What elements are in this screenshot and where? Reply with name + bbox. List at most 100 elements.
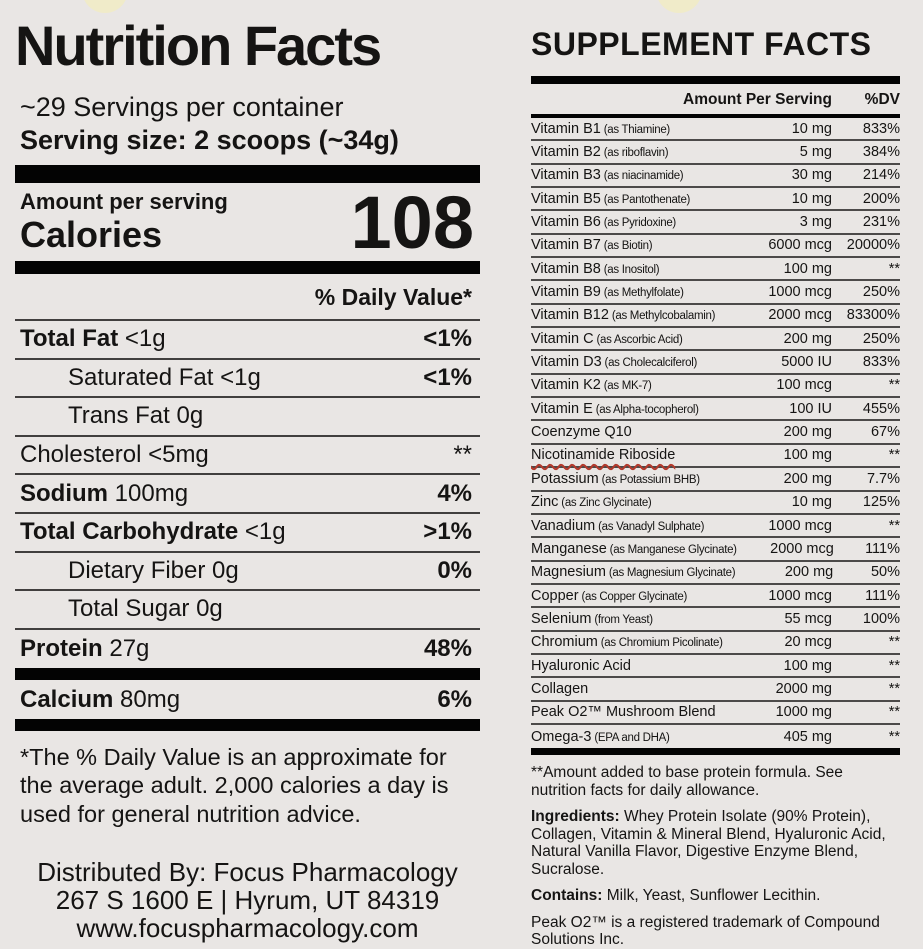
supplement-daily-value: 250% (862, 330, 900, 347)
supplement-ingredient-name: Selenium (from Yeast) (531, 610, 653, 627)
supplement-amount: 100 mg (783, 260, 832, 277)
nutrient-name: Total Fat <1g (20, 325, 166, 353)
supplement-amount: 100 IU (789, 400, 832, 417)
supplement-ingredient-name: Vitamin D3 (as Cholecalciferol) (531, 354, 697, 371)
supplement-ingredient-name: Vitamin B1 (as Thiamine) (531, 120, 670, 137)
supplement-daily-value: ** (888, 657, 900, 674)
supplement-amount: 2000 mcg (768, 307, 832, 324)
supplement-daily-value: ** (888, 728, 900, 745)
supplement-ingredient-name: Vitamin B9 (as Methylfolate) (531, 284, 684, 301)
nutrition-row: Trans Fat 0g (15, 398, 480, 437)
supplement-facts-panel: SUPPLEMENT FACTS Amount Per Serving %DV … (531, 0, 900, 949)
supplement-amount: 5 mg (799, 144, 832, 161)
supplement-row: Collagen 2000 mg ** (531, 678, 900, 702)
supplement-amount: 200 mg (784, 564, 834, 581)
supplement-daily-value: ** (888, 377, 900, 394)
supplement-row: Vitamin B7 (as Biotin) 6000 mcg 20000% (531, 235, 900, 259)
ingredients-label: Ingredients: (531, 808, 620, 826)
supplement-row: Omega-3 (EPA and DHA) 405 mg ** (531, 725, 900, 748)
supplement-column-headers: Amount Per Serving %DV (531, 84, 900, 118)
supplement-row: Nicotinamide Riboside 100 mg ** (531, 445, 900, 469)
supplement-row: Vitamin K2 (as MK-7) 100 mcg ** (531, 375, 900, 399)
supplement-amount: 10 mg (791, 190, 832, 207)
supplement-daily-value: 50% (870, 564, 900, 581)
decorative-blob (82, 0, 128, 13)
divider-bar (531, 76, 900, 84)
nutrient-name: Sodium 100mg (20, 479, 189, 507)
nutrition-row: Protein 27g 48% (15, 630, 480, 669)
supplement-ingredient-name: Nicotinamide Riboside (531, 447, 676, 464)
supplement-ingredient-name: Vitamin B2 (as riboflavin) (531, 144, 669, 161)
distributor-website: www.focuspharmacology.com (76, 913, 419, 944)
nutrient-daily-value: >1% (423, 518, 472, 546)
supplement-row: Vitamin C (as Ascorbic Acid) 200 mg 250% (531, 328, 900, 352)
nutrient-name: Calcium 80mg (20, 685, 181, 713)
supplement-row: Vitamin E (as Alpha-tocopherol) 100 IU 4… (531, 398, 900, 422)
divider-bar (15, 261, 480, 274)
supplement-daily-value: 83300% (846, 307, 900, 324)
supplement-row: Potassium (as Potassium BHB) 200 mg 7.7% (531, 468, 900, 492)
ingredients-paragraph: Ingredients: Whey Protein Isolate (90% P… (531, 808, 900, 878)
supplement-daily-value: ** (888, 447, 900, 464)
nutrient-daily-value: ** (453, 441, 472, 469)
supplement-row: Vitamin B9 (as Methylfolate) 1000 mcg 25… (531, 281, 900, 305)
nutrient-daily-value: 48% (423, 635, 472, 663)
calories-label: Calories (20, 214, 163, 255)
supplement-ingredient-name: Collagen (531, 680, 589, 697)
supplement-daily-value: ** (888, 260, 900, 277)
nutrient-daily-value: 4% (437, 479, 472, 507)
supplement-amount: 1000 mg (775, 704, 832, 721)
nutrition-rows: Total Fat <1g <1% Saturated Fat <1g <1% … (15, 321, 480, 731)
supplement-amount: 2000 mg (775, 680, 832, 697)
supplement-ingredient-name: Chromium (as Chromium Picolinate) (531, 634, 723, 651)
supplement-amount: 1000 mcg (768, 284, 832, 301)
supplement-ingredient-name: Copper (as Copper Glycinate) (531, 587, 688, 604)
divider-bar (15, 668, 480, 681)
supplement-row: Vitamin B6 (as Pyridoxine) 3 mg 231% (531, 211, 900, 235)
supplement-row: Vitamin D3 (as Cholecalciferol) 5000 IU … (531, 351, 900, 375)
supplement-ingredient-name: Manganese (as Manganese Glycinate) (531, 540, 737, 557)
supplement-ingredient-name: Vitamin B8 (as Inositol) (531, 260, 660, 277)
nutrition-row: Sodium 100mg 4% (15, 475, 480, 514)
supplement-amount: 6000 mcg (768, 237, 832, 254)
supplement-amount: 200 mg (783, 330, 832, 347)
supplement-amount: 1000 mcg (768, 587, 832, 604)
nutrient-name: Protein 27g (20, 635, 150, 663)
supplement-ingredient-name: Vitamin E (as Alpha-tocopherol) (531, 400, 699, 417)
nutrient-daily-value: <1% (423, 363, 472, 391)
nutrition-facts-title: Nutrition Facts (15, 14, 382, 77)
supplement-amount: 200 mg (783, 424, 832, 441)
supplement-amount: 10 mg (791, 120, 832, 137)
supplement-row: Coenzyme Q10 200 mg 67% (531, 421, 900, 445)
supplement-rows: Vitamin B1 (as Thiamine) 10 mg 833% Vita… (531, 118, 900, 748)
supplement-daily-value: ** (888, 704, 900, 721)
contains-text: Milk, Yeast, Sunflower Lecithin. (602, 887, 821, 905)
supplement-ingredient-name: Vitamin B3 (as niacinamide) (531, 167, 684, 184)
daily-value-header: % Daily Value* (15, 274, 480, 321)
divider-bar (15, 718, 480, 731)
supplement-ingredient-name: Magnesium (as Magnesium Glycinate) (531, 564, 736, 581)
supplement-daily-value: 7.7% (866, 470, 900, 487)
nutrition-row: Calcium 80mg 6% (15, 680, 480, 719)
calories-section: Amount per serving Calories 108 (15, 181, 480, 264)
decorative-blob (656, 0, 702, 13)
supplement-ingredient-name: Coenzyme Q10 (531, 424, 632, 441)
supplement-row: Copper (as Copper Glycinate) 1000 mcg 11… (531, 585, 900, 609)
supplement-row: Vitamin B8 (as Inositol) 100 mg ** (531, 258, 900, 282)
supplement-row: Vitamin B12 (as Methylcobalamin) 2000 mc… (531, 305, 900, 329)
contains-label: Contains: (531, 887, 603, 905)
supplement-facts-title: SUPPLEMENT FACTS (531, 26, 872, 62)
supplement-footnote: **Amount added to base protein formula. … (531, 764, 843, 799)
calories-value: 108 (350, 181, 474, 264)
supplement-row: Vitamin B3 (as niacinamide) 30 mg 214% (531, 165, 900, 189)
supplement-daily-value: 231% (862, 214, 900, 231)
supplement-amount: 5000 IU (781, 354, 832, 371)
nutrition-row: Total Sugar 0g (15, 591, 480, 630)
supplement-ingredient-name: Vanadium (as Vanadyl Sulphate) (531, 517, 705, 534)
supplement-daily-value: ** (888, 680, 900, 697)
supplement-row: Magnesium (as Magnesium Glycinate) 200 m… (531, 562, 900, 585)
supplement-daily-value: 67% (870, 424, 900, 441)
trademark-note: Peak O2™ is a registered trademark of Co… (531, 913, 880, 949)
supplement-daily-value: 250% (862, 284, 900, 301)
